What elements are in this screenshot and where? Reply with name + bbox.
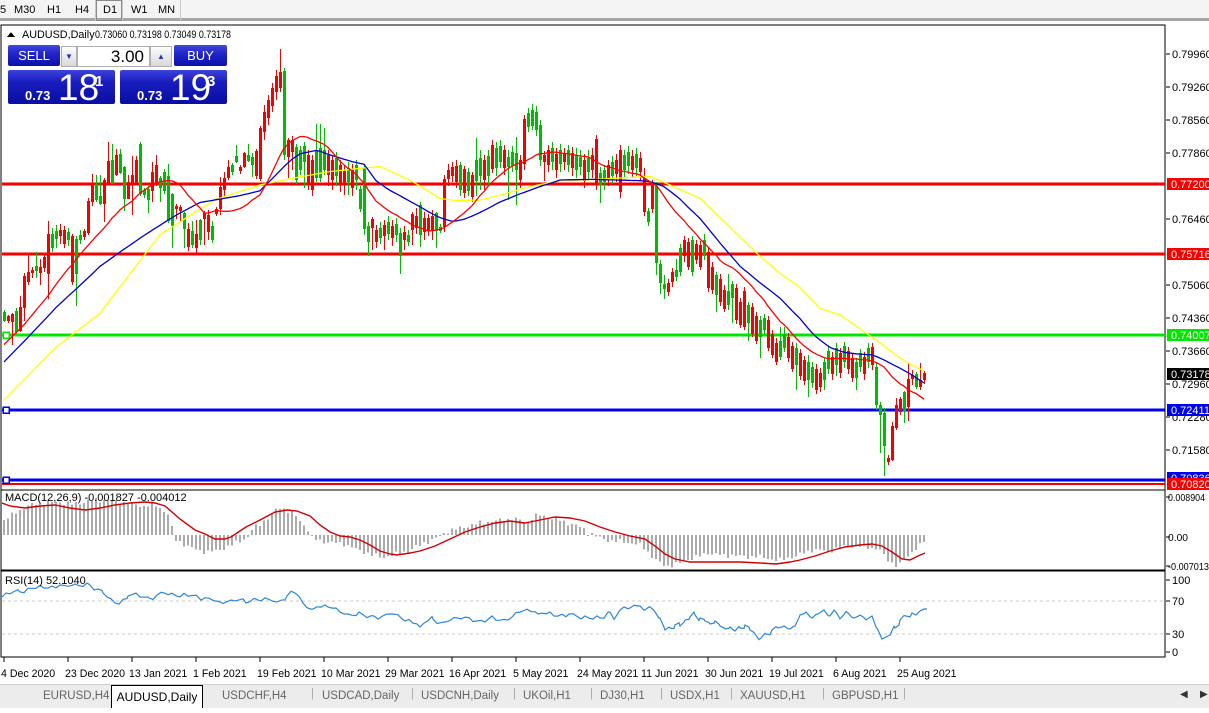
svg-text:29 Mar 2021: 29 Mar 2021 xyxy=(385,668,445,680)
svg-text:0.008904: 0.008904 xyxy=(1168,492,1205,504)
svg-text:0.75716: 0.75716 xyxy=(1171,249,1209,261)
svg-text:13 Jan 2021: 13 Jan 2021 xyxy=(129,668,187,680)
svg-text:0.78560: 0.78560 xyxy=(1172,115,1209,127)
svg-text:0.72960: 0.72960 xyxy=(1172,379,1209,391)
svg-text:30: 30 xyxy=(1172,629,1184,641)
svg-text:0.00: 0.00 xyxy=(1168,532,1188,544)
svg-text:19 Jul 2021: 19 Jul 2021 xyxy=(769,668,824,680)
svg-text:0.77860: 0.77860 xyxy=(1172,148,1209,160)
svg-text:11 Jun 2021: 11 Jun 2021 xyxy=(641,668,699,680)
svg-text:16 Apr 2021: 16 Apr 2021 xyxy=(449,668,506,680)
svg-text:70: 70 xyxy=(1172,596,1184,608)
svg-text:0.72411: 0.72411 xyxy=(1171,405,1209,417)
svg-text:0.79960: 0.79960 xyxy=(1172,49,1209,61)
svg-text:30 Jun 2021: 30 Jun 2021 xyxy=(705,668,763,680)
svg-text:10 Mar 2021: 10 Mar 2021 xyxy=(321,668,381,680)
svg-text:1 Feb 2021: 1 Feb 2021 xyxy=(193,668,247,680)
svg-text:24 May 2021: 24 May 2021 xyxy=(577,668,638,680)
svg-text:100: 100 xyxy=(1172,575,1190,587)
svg-text:RSI(14) 52.1040: RSI(14) 52.1040 xyxy=(5,575,86,587)
svg-text:-0.007013: -0.007013 xyxy=(1168,561,1209,573)
svg-text:5 May 2021: 5 May 2021 xyxy=(513,668,568,680)
svg-text:MACD(12,26,9) -0.001827 -0.004: MACD(12,26,9) -0.001827 -0.004012 xyxy=(5,492,187,504)
svg-text:0.74360: 0.74360 xyxy=(1172,313,1209,325)
svg-text:4 Dec 2020: 4 Dec 2020 xyxy=(1,668,55,680)
svg-text:0.76460: 0.76460 xyxy=(1172,214,1209,226)
svg-text:0.75060: 0.75060 xyxy=(1172,280,1209,292)
svg-text:AUDUSD,Daily: AUDUSD,Daily xyxy=(22,29,95,41)
svg-text:23 Dec 2020: 23 Dec 2020 xyxy=(65,668,125,680)
svg-text:0.77200: 0.77200 xyxy=(1171,179,1209,191)
svg-text:6 Aug 2021: 6 Aug 2021 xyxy=(833,668,887,680)
svg-text:0.74007: 0.74007 xyxy=(1171,330,1209,342)
svg-text:0.73178: 0.73178 xyxy=(1171,369,1209,381)
svg-text:0: 0 xyxy=(1172,647,1178,659)
svg-text:0.70820: 0.70820 xyxy=(1171,479,1209,491)
svg-text:0.73660: 0.73660 xyxy=(1172,346,1209,358)
svg-text:0.79260: 0.79260 xyxy=(1172,82,1209,94)
svg-text:0.73060 0.73198 0.73049 0.7317: 0.73060 0.73198 0.73049 0.73178 xyxy=(95,29,231,41)
svg-text:25 Aug 2021: 25 Aug 2021 xyxy=(897,668,957,680)
svg-text:0.71580: 0.71580 xyxy=(1172,445,1209,457)
svg-text:19 Feb 2021: 19 Feb 2021 xyxy=(257,668,317,680)
